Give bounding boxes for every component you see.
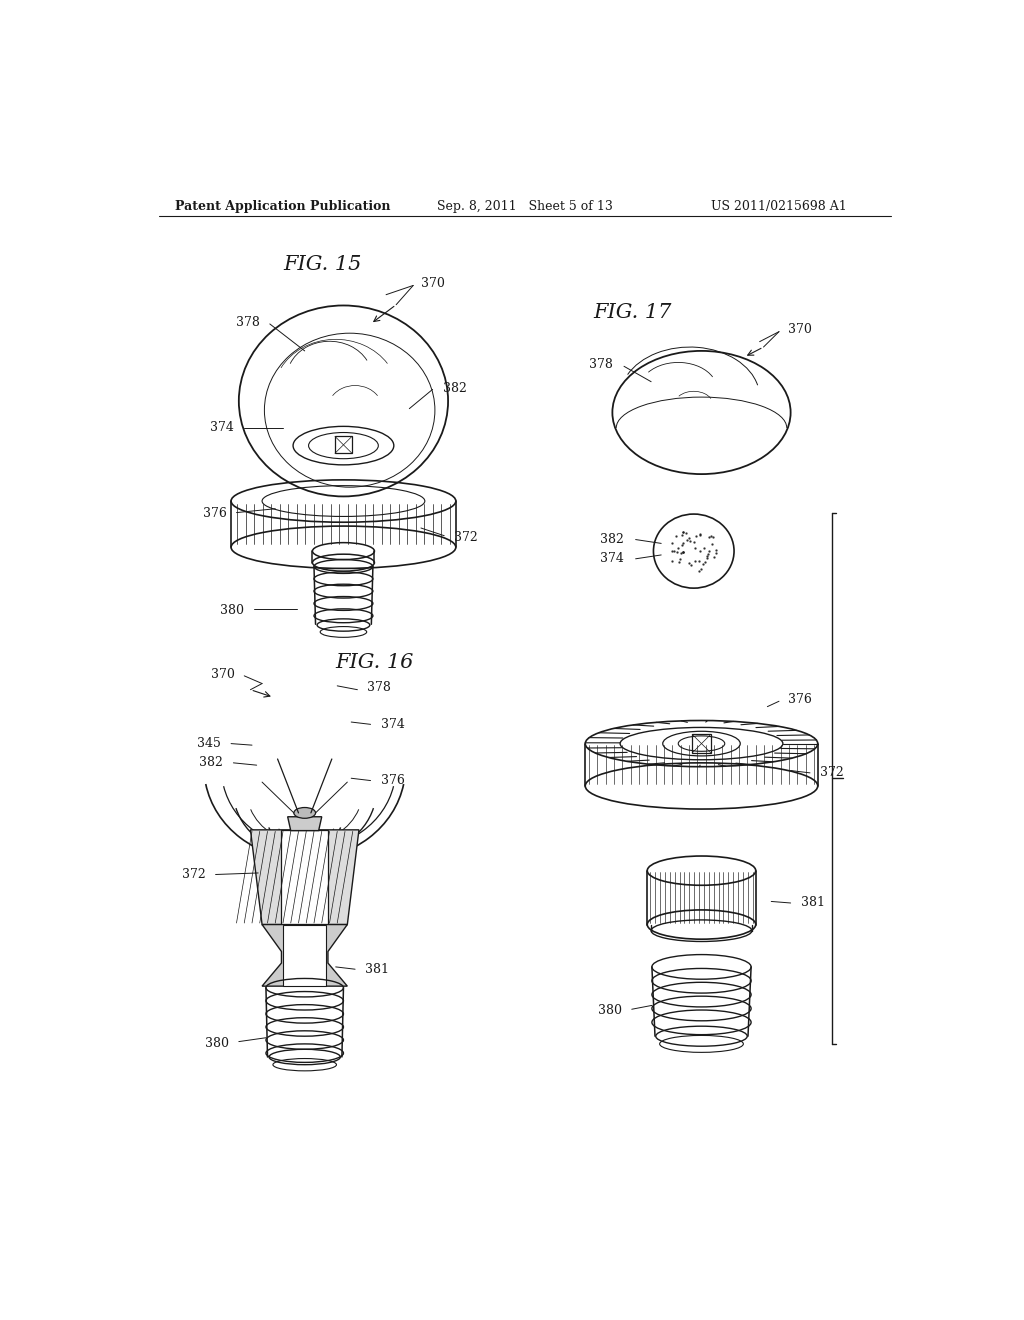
Text: 380: 380 (598, 1003, 622, 1016)
Text: 370: 370 (421, 277, 444, 290)
Text: 374: 374 (210, 421, 233, 434)
Polygon shape (262, 924, 347, 986)
Text: FIG. 15: FIG. 15 (283, 255, 361, 275)
Text: 381: 381 (801, 896, 824, 909)
Text: 370: 370 (788, 323, 812, 335)
Text: 376: 376 (788, 693, 812, 706)
Text: 378: 378 (236, 315, 260, 329)
Text: 378: 378 (589, 358, 612, 371)
Text: 376: 376 (381, 774, 404, 787)
Text: FIG. 17: FIG. 17 (593, 302, 672, 322)
Text: Patent Application Publication: Patent Application Publication (175, 199, 391, 213)
Polygon shape (288, 817, 322, 830)
Text: US 2011/0215698 A1: US 2011/0215698 A1 (711, 199, 847, 213)
Polygon shape (251, 830, 359, 924)
Text: 381: 381 (366, 962, 389, 975)
Text: 374: 374 (381, 718, 404, 731)
Bar (335, 437, 352, 453)
Text: 345: 345 (198, 737, 221, 750)
Text: 382: 382 (200, 756, 223, 770)
Bar (283, 924, 327, 986)
Text: 382: 382 (600, 533, 624, 546)
Ellipse shape (294, 808, 315, 818)
Text: 370: 370 (211, 668, 234, 681)
Text: 372: 372 (820, 767, 844, 779)
Bar (282, 830, 328, 924)
Text: Sep. 8, 2011   Sheet 5 of 13: Sep. 8, 2011 Sheet 5 of 13 (437, 199, 612, 213)
Text: 380: 380 (220, 603, 245, 616)
Text: FIG. 16: FIG. 16 (336, 653, 414, 672)
Text: 374: 374 (600, 552, 624, 565)
Text: 380: 380 (205, 1036, 228, 1049)
Text: 372: 372 (181, 869, 206, 880)
Text: 372: 372 (455, 531, 478, 544)
Bar (692, 734, 711, 752)
Text: 376: 376 (204, 507, 227, 520)
Text: 382: 382 (442, 381, 467, 395)
Text: 378: 378 (367, 681, 390, 694)
